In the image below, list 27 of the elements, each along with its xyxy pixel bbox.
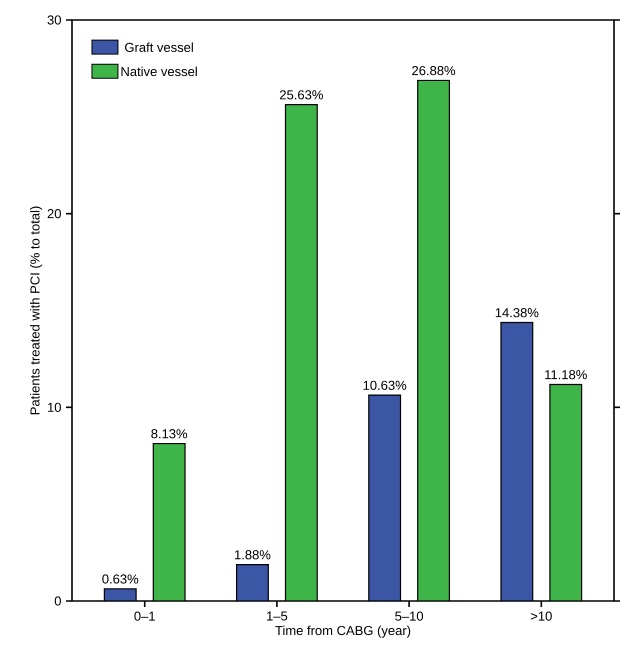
x-axis-title: Time from CABG (year) (275, 626, 410, 638)
bar (152, 442, 186, 601)
bar (500, 322, 534, 601)
data-label: 14.38% (496, 308, 538, 318)
data-label: 0.63% (102, 574, 138, 584)
bar (417, 80, 450, 601)
y-tick-label: 0 (54, 596, 61, 606)
y-axis-title: Patients treated with PCI (% to total) (30, 206, 42, 414)
y-tick-label: 20 (48, 209, 61, 218)
data-label: 1.88% (235, 550, 270, 560)
y-tick-label: 30 (48, 15, 61, 25)
bar (236, 564, 269, 601)
bar (368, 394, 402, 601)
data-label: 10.63% (364, 380, 406, 390)
legend-label: Graft vessel (125, 42, 193, 52)
x-tick-label: 1–5 (267, 612, 288, 621)
bar (549, 384, 582, 601)
x-tick-label: >10 (530, 612, 552, 621)
bar (284, 104, 318, 601)
data-label: 26.88% (412, 66, 456, 76)
x-tick-label: 5–10 (395, 612, 424, 621)
data-label: 8.13% (151, 429, 188, 438)
x-tick-label: 0–1 (134, 612, 155, 621)
legend-label: Native vessel (122, 66, 197, 76)
y-tick-label: 10 (48, 402, 61, 412)
data-label: 25.63% (280, 90, 323, 100)
data-label: 11.18% (545, 370, 587, 380)
